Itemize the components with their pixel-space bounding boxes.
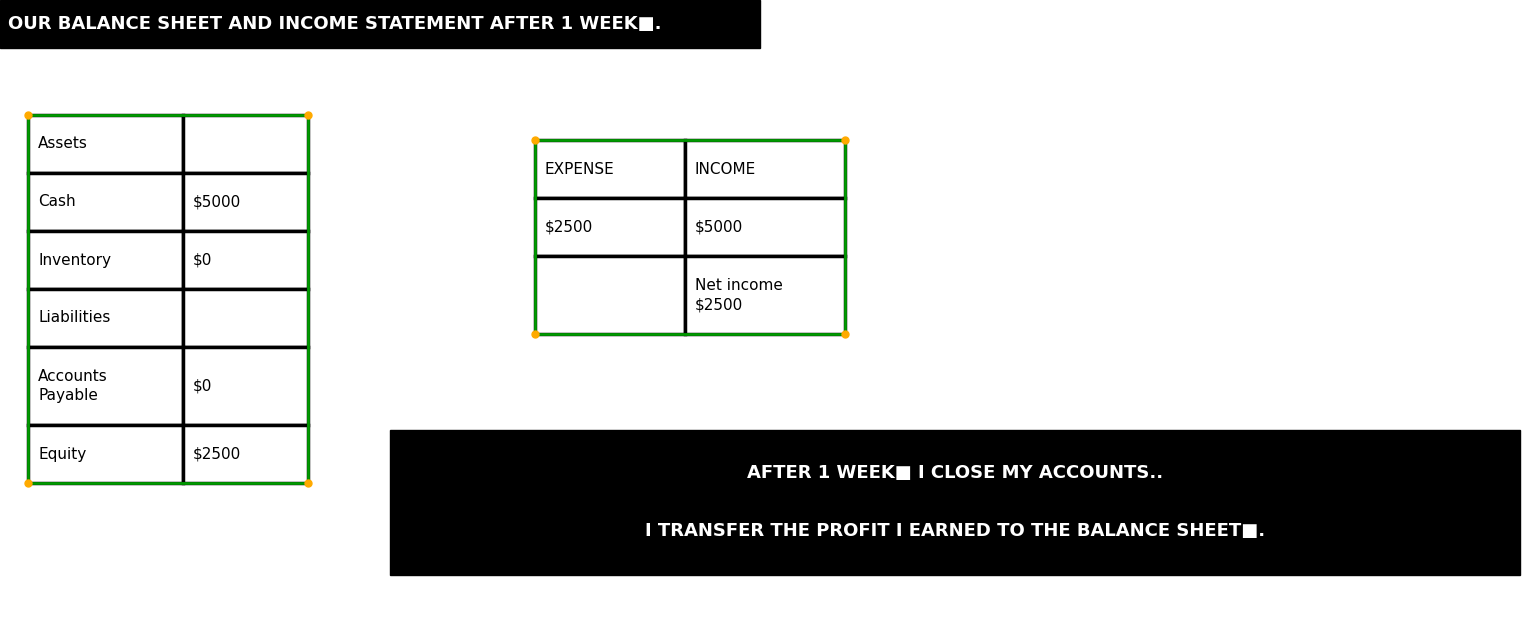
Bar xyxy=(535,140,686,198)
Bar xyxy=(183,425,308,483)
Bar xyxy=(28,231,183,289)
Text: $0: $0 xyxy=(193,253,212,268)
Text: Assets: Assets xyxy=(38,137,87,151)
Bar xyxy=(535,256,686,334)
Text: Liabilities: Liabilities xyxy=(38,311,110,325)
Bar xyxy=(183,347,308,425)
Bar xyxy=(183,289,308,347)
Text: Net income
$2500: Net income $2500 xyxy=(695,278,782,313)
Bar xyxy=(28,425,183,483)
Text: EXPENSE: EXPENSE xyxy=(545,161,615,177)
Text: $2500: $2500 xyxy=(193,446,241,461)
Text: $2500: $2500 xyxy=(545,220,594,234)
Bar xyxy=(28,115,183,173)
Text: I TRANSFER THE PROFIT I EARNED TO THE BALANCE SHEET■.: I TRANSFER THE PROFIT I EARNED TO THE BA… xyxy=(644,522,1266,541)
Text: $0: $0 xyxy=(193,379,212,394)
Text: OUR BALANCE SHEET AND INCOME STATEMENT AFTER 1 WEEK■.: OUR BALANCE SHEET AND INCOME STATEMENT A… xyxy=(8,15,661,33)
Bar xyxy=(686,140,845,198)
Bar xyxy=(28,115,308,483)
Bar xyxy=(28,347,183,425)
Bar xyxy=(686,256,845,334)
Text: AFTER 1 WEEK■ I CLOSE MY ACCOUNTS..: AFTER 1 WEEK■ I CLOSE MY ACCOUNTS.. xyxy=(747,465,1163,482)
Text: Cash: Cash xyxy=(38,194,75,210)
Bar xyxy=(28,173,183,231)
Bar xyxy=(183,231,308,289)
Text: Inventory: Inventory xyxy=(38,253,110,268)
Bar xyxy=(535,140,845,334)
Text: $5000: $5000 xyxy=(193,194,241,210)
Text: INCOME: INCOME xyxy=(695,161,756,177)
Text: Equity: Equity xyxy=(38,446,86,461)
Text: $5000: $5000 xyxy=(695,220,744,234)
Bar xyxy=(183,115,308,173)
Bar xyxy=(535,198,686,256)
Text: Accounts
Payable: Accounts Payable xyxy=(38,368,107,403)
Bar xyxy=(28,289,183,347)
Bar xyxy=(183,173,308,231)
Bar xyxy=(390,430,1520,575)
Bar xyxy=(686,198,845,256)
Bar xyxy=(0,0,759,48)
